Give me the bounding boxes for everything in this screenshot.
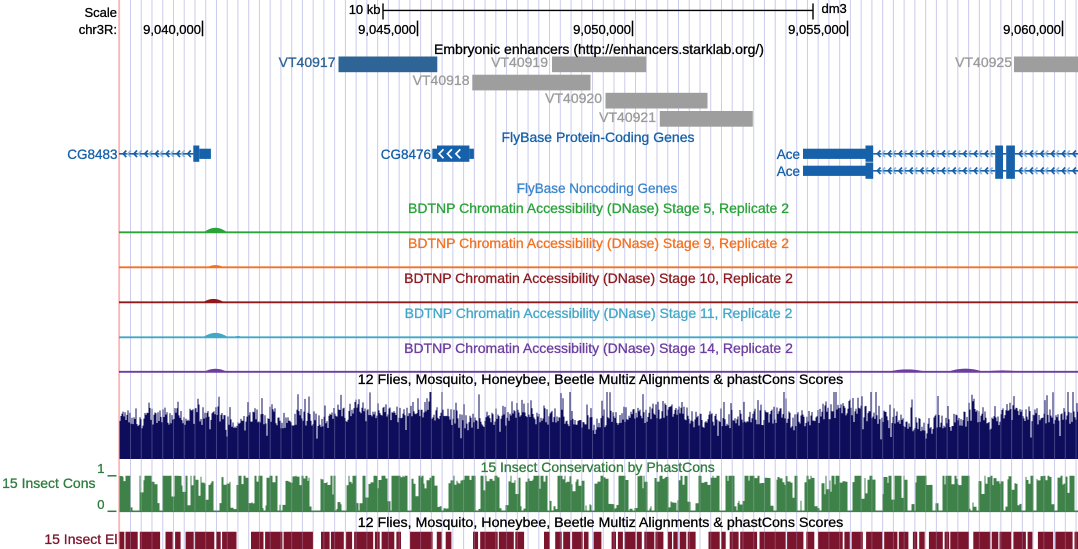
ruler-tick-label: 9,050,000 <box>573 21 631 37</box>
grid-overlay-multiz <box>130 392 1077 459</box>
ruler-tick-label: 9,060,000 <box>1003 21 1061 37</box>
enhancer-box-VT40925[interactable] <box>1014 56 1078 73</box>
multiz-conservation-histogram[interactable] <box>119 392 1078 459</box>
bdtnp-wiggle[interactable] <box>119 368 1078 373</box>
enhancer-label-VT40917[interactable]: VT40917 <box>278 54 336 71</box>
bdtnp-wiggle[interactable] <box>119 298 1078 304</box>
gene-label-CG8476[interactable]: CG8476 <box>380 146 432 162</box>
bdtnp-wiggle[interactable] <box>119 227 1078 234</box>
conservation-axis-max-label: 1 <box>97 461 105 477</box>
conservation-track-left-label[interactable]: 15 Insect Cons <box>2 475 96 491</box>
enhancer-box-VT40918[interactable] <box>472 74 591 91</box>
chromosome-label: chr3R: <box>78 21 118 37</box>
track-title-flybase-protein-coding[interactable]: FlyBase Protein-Coding Genes <box>501 128 695 145</box>
enhancer-label-VT40925[interactable]: VT40925 <box>955 54 1012 71</box>
ruler-tick-label: 9,055,000 <box>788 21 846 37</box>
scale-bar-size-label: 10 kb <box>348 2 381 18</box>
phastcons-wiggle[interactable] <box>119 475 1078 512</box>
phastcons-elements-blocks[interactable] <box>119 531 1078 549</box>
ruler-tick-label: 9,045,000 <box>358 21 416 37</box>
insect-elements-left-label[interactable]: 15 Insect El <box>44 531 118 548</box>
gene-label-CG8483[interactable]: CG8483 <box>67 146 118 162</box>
track-title-bdtnp-stage[interactable]: BDTNP Chromatin Accessibility (DNase) St… <box>407 234 790 251</box>
track-title-multiz-alignments-1[interactable]: 12 Flies, Mosquito, Honeybee, Beetle Mul… <box>357 372 844 389</box>
assembly-label: dm3 <box>821 1 847 17</box>
enhancer-label-VT40919[interactable]: VT40919 <box>491 54 548 71</box>
track-title-embryonic-enhancers[interactable]: Embryonic enhancers (http://enhancers.st… <box>434 41 764 58</box>
track-title-bdtnp-stage[interactable]: BDTNP Chromatin Accessibility (DNase) St… <box>404 339 793 356</box>
bdtnp-wiggle[interactable] <box>119 265 1078 269</box>
track-title-insect-conservation[interactable]: 15 Insect Conservation by PhastCons <box>480 459 715 475</box>
track-title-bdtnp-stage[interactable]: BDTNP Chromatin Accessibility (DNase) St… <box>407 199 790 216</box>
enhancer-box-VT40919[interactable] <box>552 56 647 73</box>
track-title-bdtnp-stage[interactable]: BDTNP Chromatin Accessibility (DNase) St… <box>404 269 793 286</box>
scale-bar <box>382 3 814 20</box>
enhancer-label-VT40918[interactable]: VT40918 <box>412 72 470 89</box>
track-title-multiz-alignments-2[interactable]: 12 Flies, Mosquito, Honeybee, Beetle Mul… <box>357 514 844 531</box>
ruler-ticks <box>201 20 1064 37</box>
conservation-axis-ticks <box>107 475 117 513</box>
grid-overlay-phastcons <box>130 475 1077 512</box>
gene-label-Ace[interactable]: Ace <box>776 146 801 162</box>
enhancer-box-VT40920[interactable] <box>605 92 708 109</box>
enhancer-items[interactable] <box>338 56 1078 127</box>
track-title-bdtnp-stage[interactable]: BDTNP Chromatin Accessibility (DNase) St… <box>404 304 793 321</box>
enhancer-label-VT40920[interactable]: VT40920 <box>545 90 602 107</box>
conservation-axis-min-label: 0 <box>97 496 105 512</box>
grid-overlay-elements <box>130 531 1077 549</box>
grid-guidelines <box>130 0 1077 549</box>
track-title-flybase-noncoding[interactable]: FlyBase Noncoding Genes <box>516 180 678 196</box>
enhancer-box-VT40921[interactable] <box>659 111 753 127</box>
gene-label-Ace[interactable]: Ace <box>776 163 801 179</box>
scale-row-label: Scale <box>84 5 117 20</box>
gene-items[interactable] <box>119 145 1078 179</box>
ruler-tick-label: 9,040,000 <box>143 21 201 37</box>
window-left-edge-line <box>118 0 121 549</box>
bdtnp-wiggle[interactable] <box>119 332 1078 339</box>
enhancer-box-VT40917[interactable] <box>338 56 438 73</box>
enhancer-label-VT40921[interactable]: VT40921 <box>599 108 656 125</box>
